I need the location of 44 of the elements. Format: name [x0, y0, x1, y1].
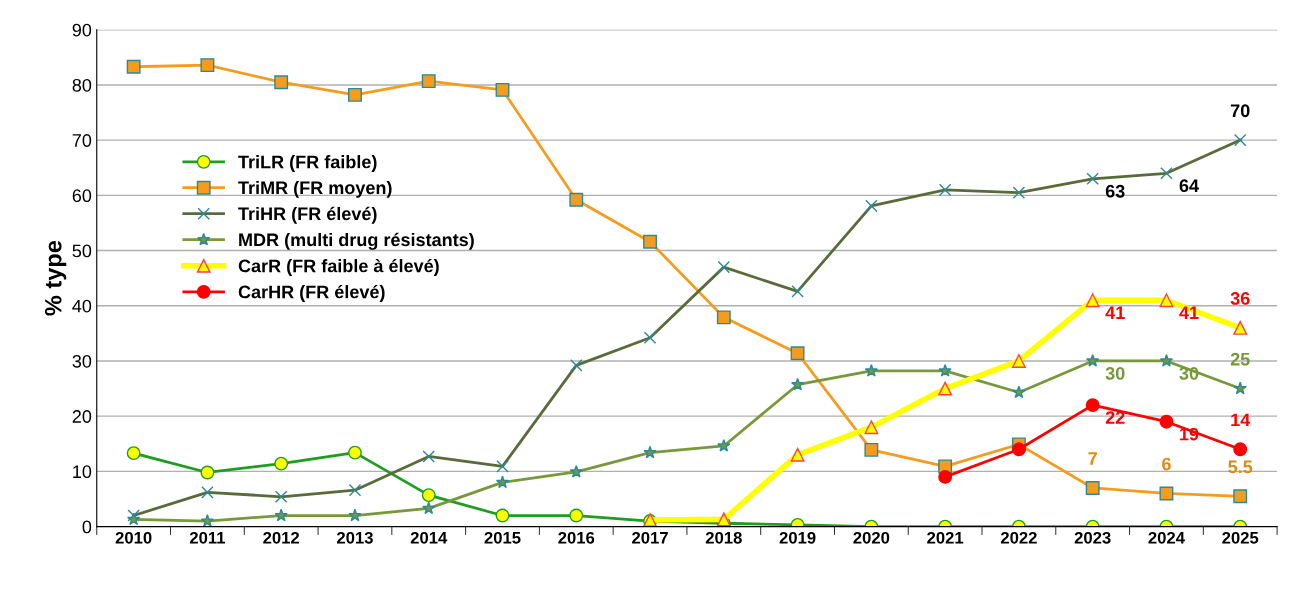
y-tick-label: 10: [73, 465, 92, 479]
x-tick-label: 2014: [410, 531, 448, 544]
data-label: 30: [1105, 367, 1125, 380]
legend-label: TriHR (FR élevé): [238, 206, 377, 224]
y-tick-label: 50: [72, 244, 92, 258]
x-tick-label: 2023: [1074, 531, 1111, 544]
data-label: 5.5: [1228, 460, 1253, 474]
y-tick-label: 80: [72, 78, 92, 92]
data-label: 70: [1230, 104, 1250, 118]
data-label: 63: [1105, 184, 1125, 198]
x-tick-label: 2019: [779, 531, 816, 544]
y-tick-label: 0: [82, 520, 92, 534]
x-tick-label: 2022: [1000, 531, 1037, 544]
x-tick-label: 2012: [263, 531, 300, 544]
legend-label: CarHR (FR élevé): [238, 284, 385, 302]
legend-label: MDR (multi drug résistants): [239, 232, 474, 250]
data-label: 14: [1231, 413, 1251, 427]
data-label: 7: [1088, 452, 1097, 465]
x-tick-label: 2017: [632, 531, 668, 544]
data-label: 36: [1230, 292, 1250, 305]
y-tick-label: 40: [72, 299, 92, 313]
data-label: 6: [1162, 457, 1171, 471]
x-tick-label: 2013: [336, 531, 373, 544]
legend-label: TriLR (FR faible): [238, 155, 377, 172]
y-tick-label: 70: [72, 134, 92, 147]
x-tick-label: 2010: [115, 531, 152, 544]
x-tick-label: 2025: [1222, 531, 1259, 544]
y-tick-label: 60: [72, 189, 92, 203]
data-label: 64: [1179, 179, 1199, 193]
data-label: 41: [1105, 306, 1125, 319]
x-tick-label: 2011: [189, 531, 226, 544]
x-tick-label: 2021: [927, 531, 964, 544]
x-tick-label: 2018: [705, 531, 742, 544]
legend-label: TriMR (FR moyen): [238, 180, 392, 198]
y-axis-title: % type: [44, 240, 67, 316]
legend-label: CarR (FR faible à élevé): [238, 258, 439, 276]
x-tick-label: 2024: [1148, 531, 1185, 544]
y-tick-label: 30: [72, 354, 92, 368]
x-tick-label: 2015: [484, 531, 521, 544]
y-tick-label: 90: [72, 23, 92, 37]
data-label: 25: [1230, 352, 1250, 366]
x-tick-label: 2016: [558, 531, 595, 544]
y-tick-label: 20: [72, 410, 92, 423]
x-tick-label: 2020: [853, 531, 890, 544]
